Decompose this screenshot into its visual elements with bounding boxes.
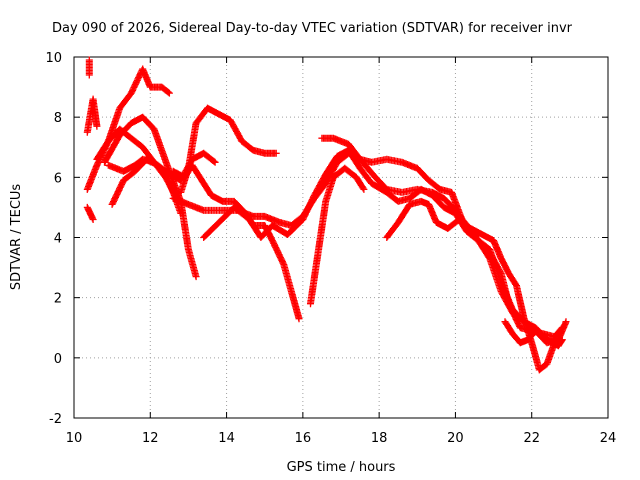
grid-lines bbox=[74, 57, 608, 418]
marker-trace bbox=[318, 134, 570, 347]
y-tick-label: 0 bbox=[54, 352, 62, 367]
marker-trace bbox=[383, 197, 566, 374]
chart-title: Day 090 of 2026, Sidereal Day-to-day VTE… bbox=[52, 21, 573, 36]
x-tick-label: 12 bbox=[142, 431, 159, 446]
y-tick-label: 10 bbox=[45, 51, 62, 66]
marker-trace bbox=[83, 95, 101, 136]
series-track-13 bbox=[307, 164, 368, 308]
series-track-3 bbox=[83, 203, 97, 223]
x-tick-label: 14 bbox=[218, 431, 235, 446]
marker-trace bbox=[85, 56, 93, 79]
x-tick-label: 16 bbox=[295, 431, 312, 446]
series-track-1 bbox=[85, 56, 93, 79]
series-track-10 bbox=[177, 104, 280, 196]
y-axis-label: SDTVAR / TECUs bbox=[9, 184, 24, 291]
series-track-14 bbox=[318, 134, 570, 347]
marker-trace bbox=[83, 203, 97, 223]
x-tick-label: 20 bbox=[447, 431, 464, 446]
x-axis-label: GPS time / hours bbox=[287, 460, 396, 475]
x-tick-label: 22 bbox=[523, 431, 540, 446]
y-tick-label: 2 bbox=[54, 292, 62, 307]
y-tick-label: 6 bbox=[54, 171, 62, 186]
y-tick-label: 8 bbox=[54, 111, 62, 126]
data-markers bbox=[83, 56, 570, 374]
y-tick-label: 4 bbox=[54, 232, 62, 247]
marker-trace bbox=[307, 164, 368, 308]
series-track-15 bbox=[383, 197, 566, 374]
x-tick-label: 24 bbox=[600, 431, 617, 446]
marker-trace bbox=[177, 104, 280, 196]
series-track-16 bbox=[501, 318, 539, 347]
y-tick-label: -2 bbox=[49, 412, 62, 427]
series-track-2 bbox=[83, 95, 101, 136]
x-tick-label: 18 bbox=[371, 431, 388, 446]
x-tick-label: 10 bbox=[66, 431, 83, 446]
marker-trace bbox=[501, 318, 539, 347]
